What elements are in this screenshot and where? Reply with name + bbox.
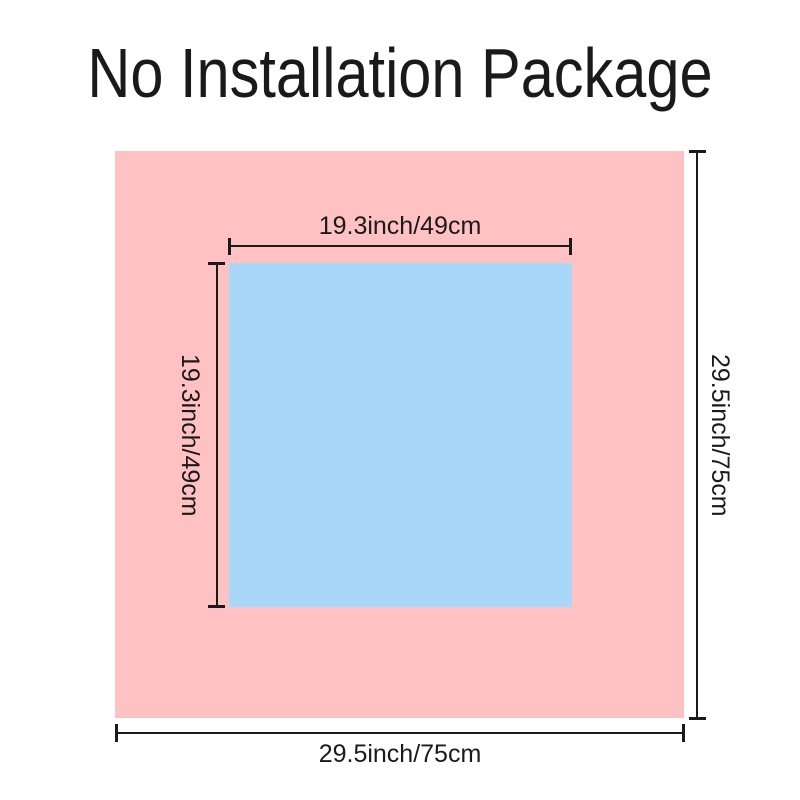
inner-width-dimension-line [229,245,571,247]
tick-mark [682,724,685,742]
outer-width-label: 29.5inch/75cm [318,740,482,768]
tick-mark [208,605,225,608]
inner-height-dimension-line [216,263,218,607]
tick-mark [115,724,118,742]
tick-mark [569,238,572,255]
page-title: No Installation Package [87,34,713,112]
outer-height-dimension-line [696,151,698,719]
inner-width-label: 19.3inch/49cm [318,212,482,240]
tick-mark [208,262,225,265]
outer-width-dimension-line [116,732,684,734]
inner-square [229,263,572,607]
tick-mark [689,150,706,153]
outer-height-label: 29.5inch/75cm [706,353,734,517]
tick-mark [228,238,231,255]
tick-mark [689,717,706,720]
inner-height-label: 19.3inch/49cm [176,353,204,517]
